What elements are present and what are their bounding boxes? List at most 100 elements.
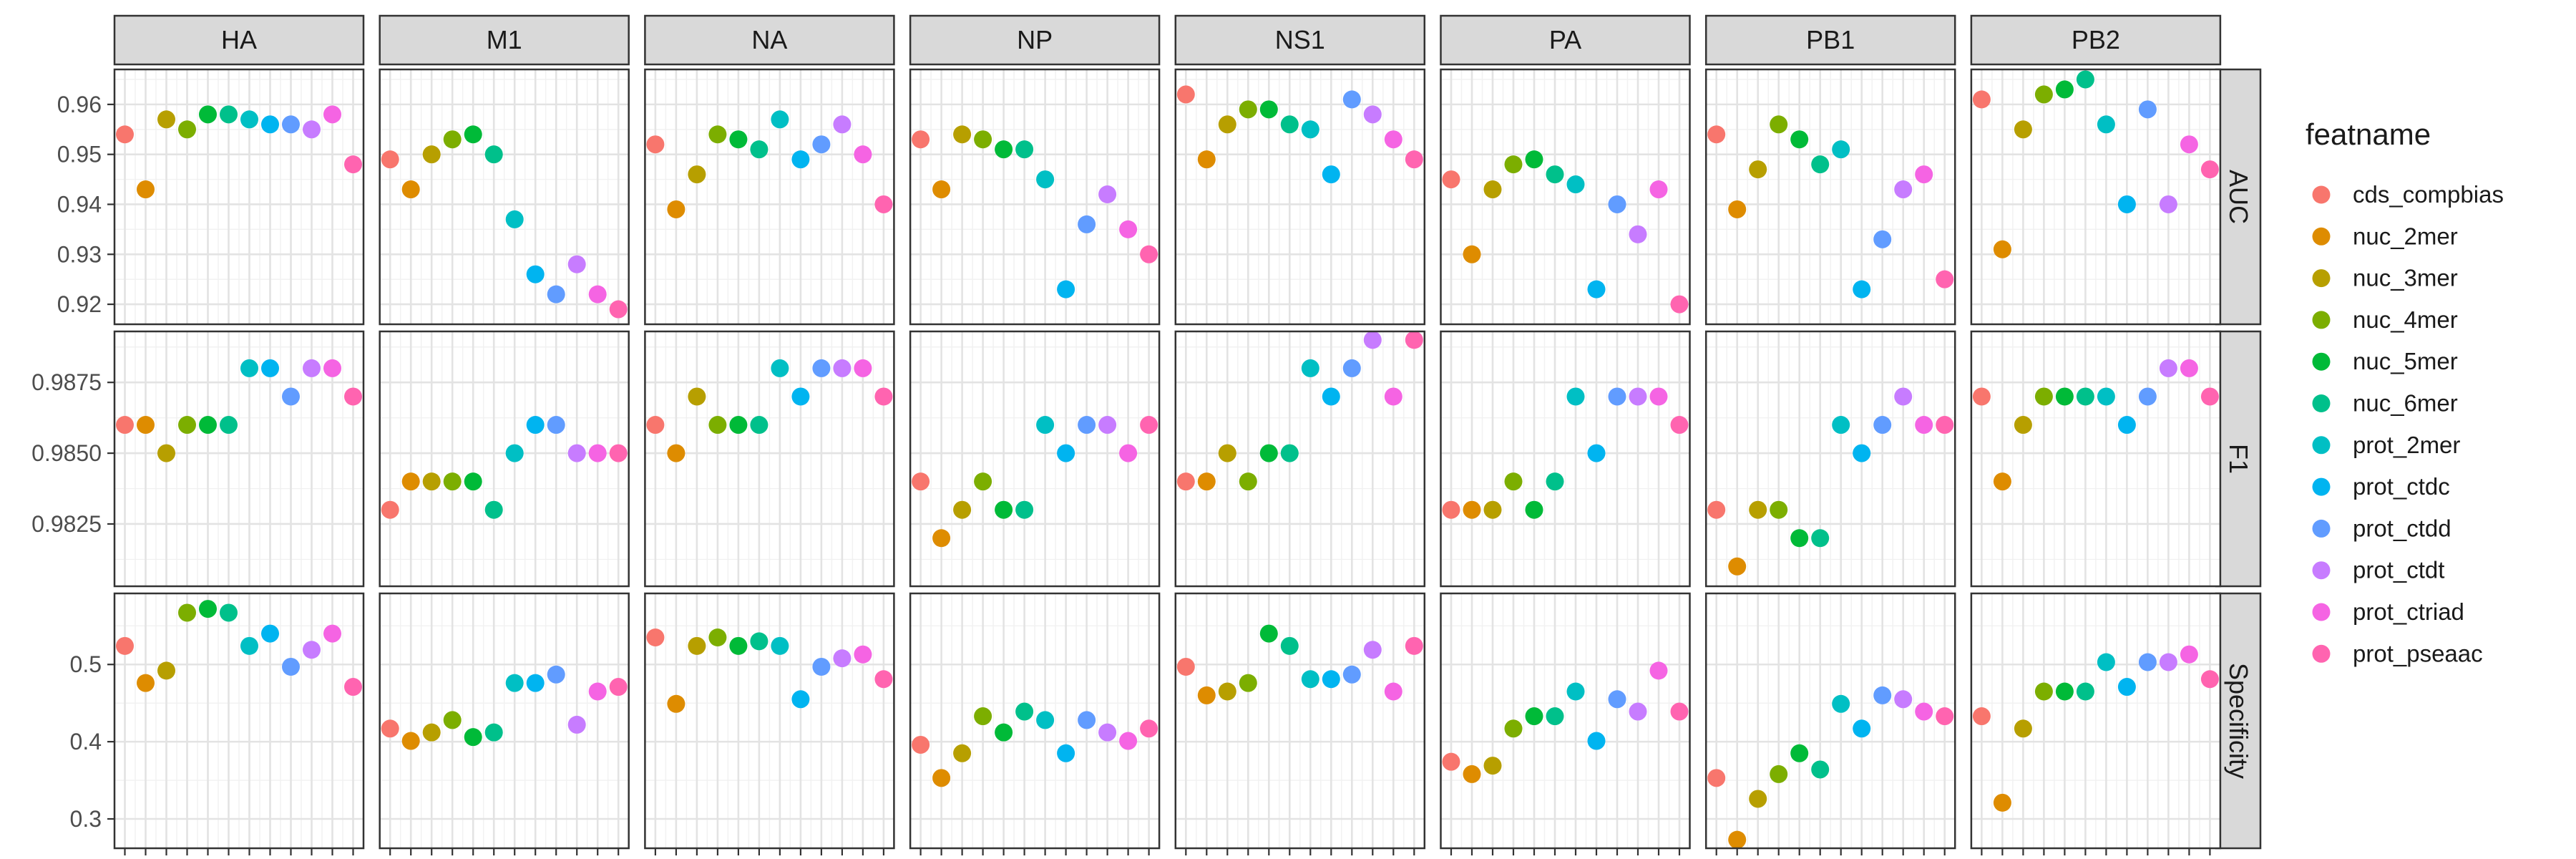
point-m1-f1-nuc-6mer xyxy=(484,500,503,519)
point-m1-f1-prot-2mer xyxy=(505,444,524,462)
point-m1-f1-cds-compbias xyxy=(381,500,399,519)
point-m1-f1-prot-ctriad xyxy=(588,444,607,462)
panel-pa-f1 xyxy=(1440,330,1691,588)
y-tick-label: 0.95 xyxy=(57,142,102,168)
facet-strip-ha: HA xyxy=(113,14,365,66)
point-na-specificity-cds-compbias xyxy=(646,628,665,646)
point-pb2-auc-nuc-3mer xyxy=(2014,120,2032,139)
facet-strip-f1: F1 xyxy=(2215,330,2262,588)
point-ns1-specificity-prot-ctriad xyxy=(1384,682,1402,701)
point-ns1-auc-nuc-3mer xyxy=(1218,115,1236,134)
point-na-f1-nuc-5mer xyxy=(729,416,748,435)
point-ha-auc-prot-ctdd xyxy=(282,115,300,134)
panel-np-f1 xyxy=(909,330,1161,588)
point-pb2-f1-prot-2mer xyxy=(2097,387,2115,406)
panel-m1-specificity xyxy=(379,592,630,850)
panel-ns1-auc xyxy=(1174,68,1426,326)
panel-np-specificity xyxy=(909,592,1161,850)
point-pb2-auc-prot-ctdc xyxy=(2117,195,2136,213)
point-pa-f1-nuc-5mer xyxy=(1525,500,1543,519)
point-np-auc-prot-ctdt xyxy=(1098,185,1117,204)
facet-panels: HA M1 NA NP NS1 PA PB1 PB2 AUC 0.92 0.93 0.94 0.95 0.… xyxy=(31,14,2262,855)
point-ns1-auc-nuc-6mer xyxy=(1280,115,1299,134)
facet-strip-ns1: NS1 xyxy=(1174,14,1426,66)
point-pa-f1-nuc-2mer xyxy=(1463,500,1481,519)
panel-pb1-f1 xyxy=(1704,330,1956,588)
point-m1-auc-nuc-3mer xyxy=(422,145,441,164)
point-pa-auc-prot-ctdd xyxy=(1608,195,1626,213)
legend-item-nuc-4mer: nuc_4mer xyxy=(2312,306,2458,333)
point-ns1-f1-nuc-2mer xyxy=(1197,472,1216,491)
point-pb2-auc-nuc-4mer xyxy=(2034,85,2053,104)
point-pb2-specificity-nuc-3mer xyxy=(2014,719,2032,738)
point-np-f1-prot-2mer xyxy=(1036,416,1055,435)
point-pb1-auc-prot-ctriad xyxy=(1915,165,1933,184)
point-na-auc-nuc-6mer xyxy=(750,140,769,159)
point-pb1-auc-nuc-4mer xyxy=(1770,115,1788,134)
point-np-specificity-cds-compbias xyxy=(912,735,930,754)
point-m1-auc-prot-2mer xyxy=(505,210,524,228)
point-pa-auc-prot-ctriad xyxy=(1649,180,1668,199)
point-ns1-f1-cds-compbias xyxy=(1176,472,1195,491)
legend-key xyxy=(2312,185,2331,204)
point-np-auc-cds-compbias xyxy=(912,130,930,149)
legend-key xyxy=(2312,436,2331,455)
legend-label: nuc_2mer xyxy=(2353,223,2458,249)
point-pb2-specificity-prot-ctdt xyxy=(2159,653,2177,671)
point-ns1-specificity-nuc-2mer xyxy=(1197,686,1216,704)
point-pb1-specificity-prot-ctdc xyxy=(1853,719,1871,738)
point-pa-f1-prot-2mer xyxy=(1566,387,1585,406)
point-na-specificity-prot-ctriad xyxy=(854,645,872,664)
point-ha-specificity-prot-ctdc xyxy=(261,624,279,643)
point-ha-f1-nuc-5mer xyxy=(199,416,217,435)
point-ns1-auc-cds-compbias xyxy=(1176,85,1195,104)
panel-pa-auc xyxy=(1440,68,1691,326)
point-pa-auc-prot-ctdc xyxy=(1587,280,1606,299)
point-np-specificity-nuc-6mer xyxy=(1015,702,1034,721)
y-tick-label: 0.94 xyxy=(57,191,102,217)
point-m1-f1-prot-pseaac xyxy=(609,444,628,462)
point-pb1-specificity-nuc-6mer xyxy=(1811,760,1830,779)
point-m1-specificity-nuc-5mer xyxy=(464,728,482,747)
point-np-f1-nuc-4mer xyxy=(974,472,992,491)
point-na-f1-prot-ctdc xyxy=(791,387,810,406)
point-pb1-f1-nuc-5mer xyxy=(1790,529,1809,548)
point-np-specificity-nuc-4mer xyxy=(974,707,992,726)
point-na-auc-prot-ctdt xyxy=(833,115,852,134)
point-pa-auc-prot-2mer xyxy=(1566,175,1585,194)
point-np-specificity-nuc-2mer xyxy=(932,769,951,787)
point-ha-specificity-prot-ctriad xyxy=(323,624,341,643)
point-pb2-specificity-cds-compbias xyxy=(1972,707,1991,726)
point-pa-specificity-nuc-2mer xyxy=(1463,765,1481,783)
legend-key xyxy=(2312,603,2331,621)
facet-strip-label: HA xyxy=(221,25,257,54)
point-ns1-f1-prot-pseaac xyxy=(1405,331,1423,349)
facet-strip-pb1: PB1 xyxy=(1704,14,1956,66)
point-np-f1-prot-ctdc xyxy=(1057,444,1075,462)
legend-label: prot_pseaac xyxy=(2353,640,2483,666)
panel-ha-f1 xyxy=(113,330,365,588)
y-tick-label: 0.93 xyxy=(57,241,102,267)
point-na-auc-prot-ctdd xyxy=(812,135,831,154)
point-np-specificity-prot-2mer xyxy=(1036,711,1055,729)
point-pa-specificity-nuc-4mer xyxy=(1504,719,1523,738)
point-pb2-specificity-prot-ctdd xyxy=(2138,653,2157,671)
point-m1-f1-prot-ctdd xyxy=(547,416,565,435)
y-tick-label: 0.96 xyxy=(57,92,102,117)
point-pa-f1-cds-compbias xyxy=(1442,500,1460,519)
point-pa-auc-nuc-5mer xyxy=(1525,150,1543,169)
point-ha-f1-nuc-3mer xyxy=(157,444,175,462)
point-pb1-specificity-nuc-5mer xyxy=(1790,744,1809,762)
point-pb2-auc-prot-ctriad xyxy=(2180,135,2198,154)
point-np-f1-cds-compbias xyxy=(912,472,930,491)
point-ns1-auc-prot-ctdt xyxy=(1363,105,1382,124)
legend-label: prot_ctdd xyxy=(2353,515,2451,541)
point-pb1-auc-cds-compbias xyxy=(1707,125,1726,144)
legend-item-nuc-6mer: nuc_6mer xyxy=(2312,390,2458,417)
point-pb2-auc-nuc-2mer xyxy=(1993,240,2011,258)
point-pb2-auc-cds-compbias xyxy=(1972,90,1991,109)
point-m1-auc-prot-ctriad xyxy=(588,285,607,304)
point-ns1-auc-nuc-2mer xyxy=(1197,150,1216,169)
point-ns1-auc-prot-ctdd xyxy=(1342,90,1361,109)
point-np-f1-nuc-5mer xyxy=(995,500,1013,519)
